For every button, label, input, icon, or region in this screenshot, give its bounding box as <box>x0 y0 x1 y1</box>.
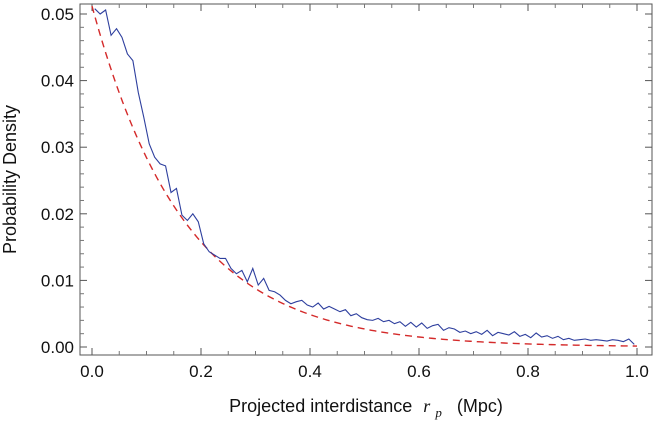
x-axis-label-unit: (Mpc) <box>457 396 503 416</box>
x-tick-label: 0.2 <box>189 362 213 381</box>
y-tick-label: 0.02 <box>41 205 74 224</box>
x-tick-label: 1.0 <box>625 362 649 381</box>
plot-frame <box>79 3 653 356</box>
x-tick-label: 0.8 <box>516 362 540 381</box>
x-tick-label: 0.0 <box>80 362 104 381</box>
x-axis-label-text: Projected interdistance <box>229 396 412 416</box>
x-tick-label: 0.4 <box>298 362 322 381</box>
series-layer <box>91 5 638 347</box>
y-tick-label: 0.04 <box>41 72 74 91</box>
y-tick-label: 0.03 <box>41 138 74 157</box>
x-axis-label: Projected interdistance r p (Mpc) <box>229 396 503 421</box>
y-tick-label: 0.01 <box>41 271 74 290</box>
x-axis-ticks: 0.0 0.2 0.4 0.6 0.8 1.0 <box>80 4 649 381</box>
y-tick-label: 0.05 <box>41 5 74 24</box>
series-data-line <box>94 8 635 345</box>
x-tick-label: 0.6 <box>407 362 431 381</box>
y-tick-label: 0.00 <box>41 338 74 357</box>
x-axis-label-variable: r <box>423 396 431 416</box>
y-axis-label: Probability Density <box>0 105 20 254</box>
series-fit-line <box>91 5 638 347</box>
y-axis-ticks: 0.00 0.01 0.02 0.03 0.04 0.05 <box>41 5 652 357</box>
x-axis-label-subscript: p <box>434 405 442 420</box>
